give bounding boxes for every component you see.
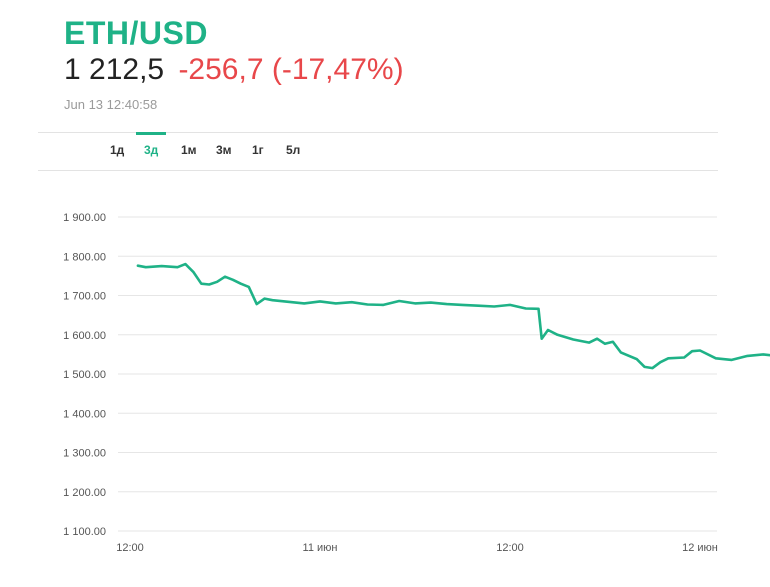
y-tick-label: 1 700.00	[63, 291, 106, 303]
last-price: 1 212,5	[64, 53, 165, 86]
tab-1m[interactable]: 1м	[181, 143, 197, 157]
tab-1d[interactable]: 1д	[110, 143, 125, 157]
tab-5y[interactable]: 5л	[286, 143, 301, 157]
y-tick-label: 1 900.00	[63, 212, 106, 224]
price-change: -256,7 (-17,47%)	[178, 53, 404, 86]
y-tick-label: 1 300.00	[63, 448, 106, 460]
x-tick-label: 12:00	[496, 542, 524, 554]
tab-3m[interactable]: 3м	[216, 143, 232, 157]
y-tick-label: 1 200.00	[63, 487, 106, 499]
tab-1y[interactable]: 1г	[252, 143, 264, 157]
quote-header: ETH/USD 1 212,5 -256,7 (-17,47%) Jun 13 …	[64, 14, 404, 112]
y-tick-label: 1 100.00	[63, 526, 106, 538]
y-tick-label: 1 400.00	[63, 408, 106, 420]
x-tick-label: 11 июн	[303, 542, 338, 554]
y-tick-label: 1 600.00	[63, 330, 106, 342]
x-tick-label: 12 июн	[682, 542, 718, 554]
tab-3d[interactable]: 3д	[135, 132, 167, 170]
quote-row: 1 212,5 -256,7 (-17,47%)	[64, 52, 404, 88]
y-tick-label: 1 800.00	[63, 251, 106, 263]
x-tick-label: 12:00	[116, 542, 144, 554]
quote-timestamp: Jun 13 12:40:58	[64, 97, 158, 112]
y-tick-label: 1 500.00	[63, 369, 106, 381]
price-series-line	[136, 262, 770, 370]
ticker-symbol: ETH/USD	[64, 15, 208, 51]
period-tabs: 1д 3д 1м 3м 1г 5л	[38, 132, 718, 171]
